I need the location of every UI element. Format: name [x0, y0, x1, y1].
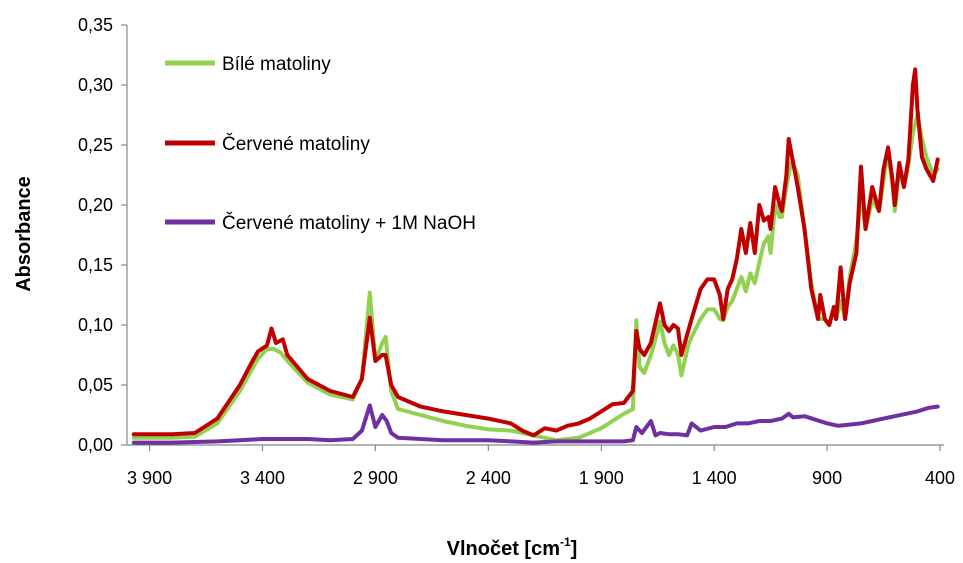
- x-tick-label: 1 900: [579, 468, 624, 488]
- y-tick-label: 0,35: [78, 15, 113, 35]
- y-tick-label: 0,20: [78, 195, 113, 215]
- series-line-2: [131, 67, 940, 438]
- x-axis-title-main: Vlnočet [cm: [447, 538, 560, 560]
- y-axis-title: Absorbance: [13, 176, 35, 292]
- plot-axes: [126, 25, 944, 446]
- x-tick-label: 2 900: [353, 468, 398, 488]
- x-tick-label: 900: [812, 468, 842, 488]
- legend-label-3: Červené matoliny + 1M NaOH: [222, 212, 476, 234]
- x-tick-label: 3 400: [240, 468, 285, 488]
- y-axis-ticks: 0,00 0,05 0,10 0,15 0,20 0,25 0,30 0,35: [78, 15, 127, 455]
- x-tick-label: 1 400: [692, 468, 737, 488]
- x-tick-label: 400: [925, 468, 955, 488]
- legend-label-1: Bílé matoliny: [222, 54, 331, 75]
- series-line-1: [131, 113, 940, 443]
- x-tick-label: 3 900: [127, 468, 172, 488]
- y-tick-label: 0,00: [78, 435, 113, 455]
- series-line-3: [131, 403, 940, 445]
- y-tick-label: 0,30: [78, 75, 113, 95]
- legend: Bílé matoliny Červené matoliny Červené mat…: [165, 54, 476, 234]
- x-tick-label: 2 400: [466, 468, 511, 488]
- x-axis-title: Vlnočet [cm-1]: [447, 535, 578, 560]
- y-tick-label: 0,05: [78, 375, 113, 395]
- x-axis-ticks: 3 900 3 400 2 900 2 400 1 900 1 400 900 400: [127, 445, 955, 488]
- y-tick-label: 0,25: [78, 135, 113, 155]
- y-tick-label: 0,15: [78, 255, 113, 275]
- series-lines: [131, 67, 940, 445]
- x-axis-title-sup: -1: [560, 535, 571, 549]
- legend-label-2: Červené matoliny: [222, 133, 370, 155]
- x-axis-title-end: ]: [571, 538, 578, 560]
- y-tick-label: 0,10: [78, 315, 113, 335]
